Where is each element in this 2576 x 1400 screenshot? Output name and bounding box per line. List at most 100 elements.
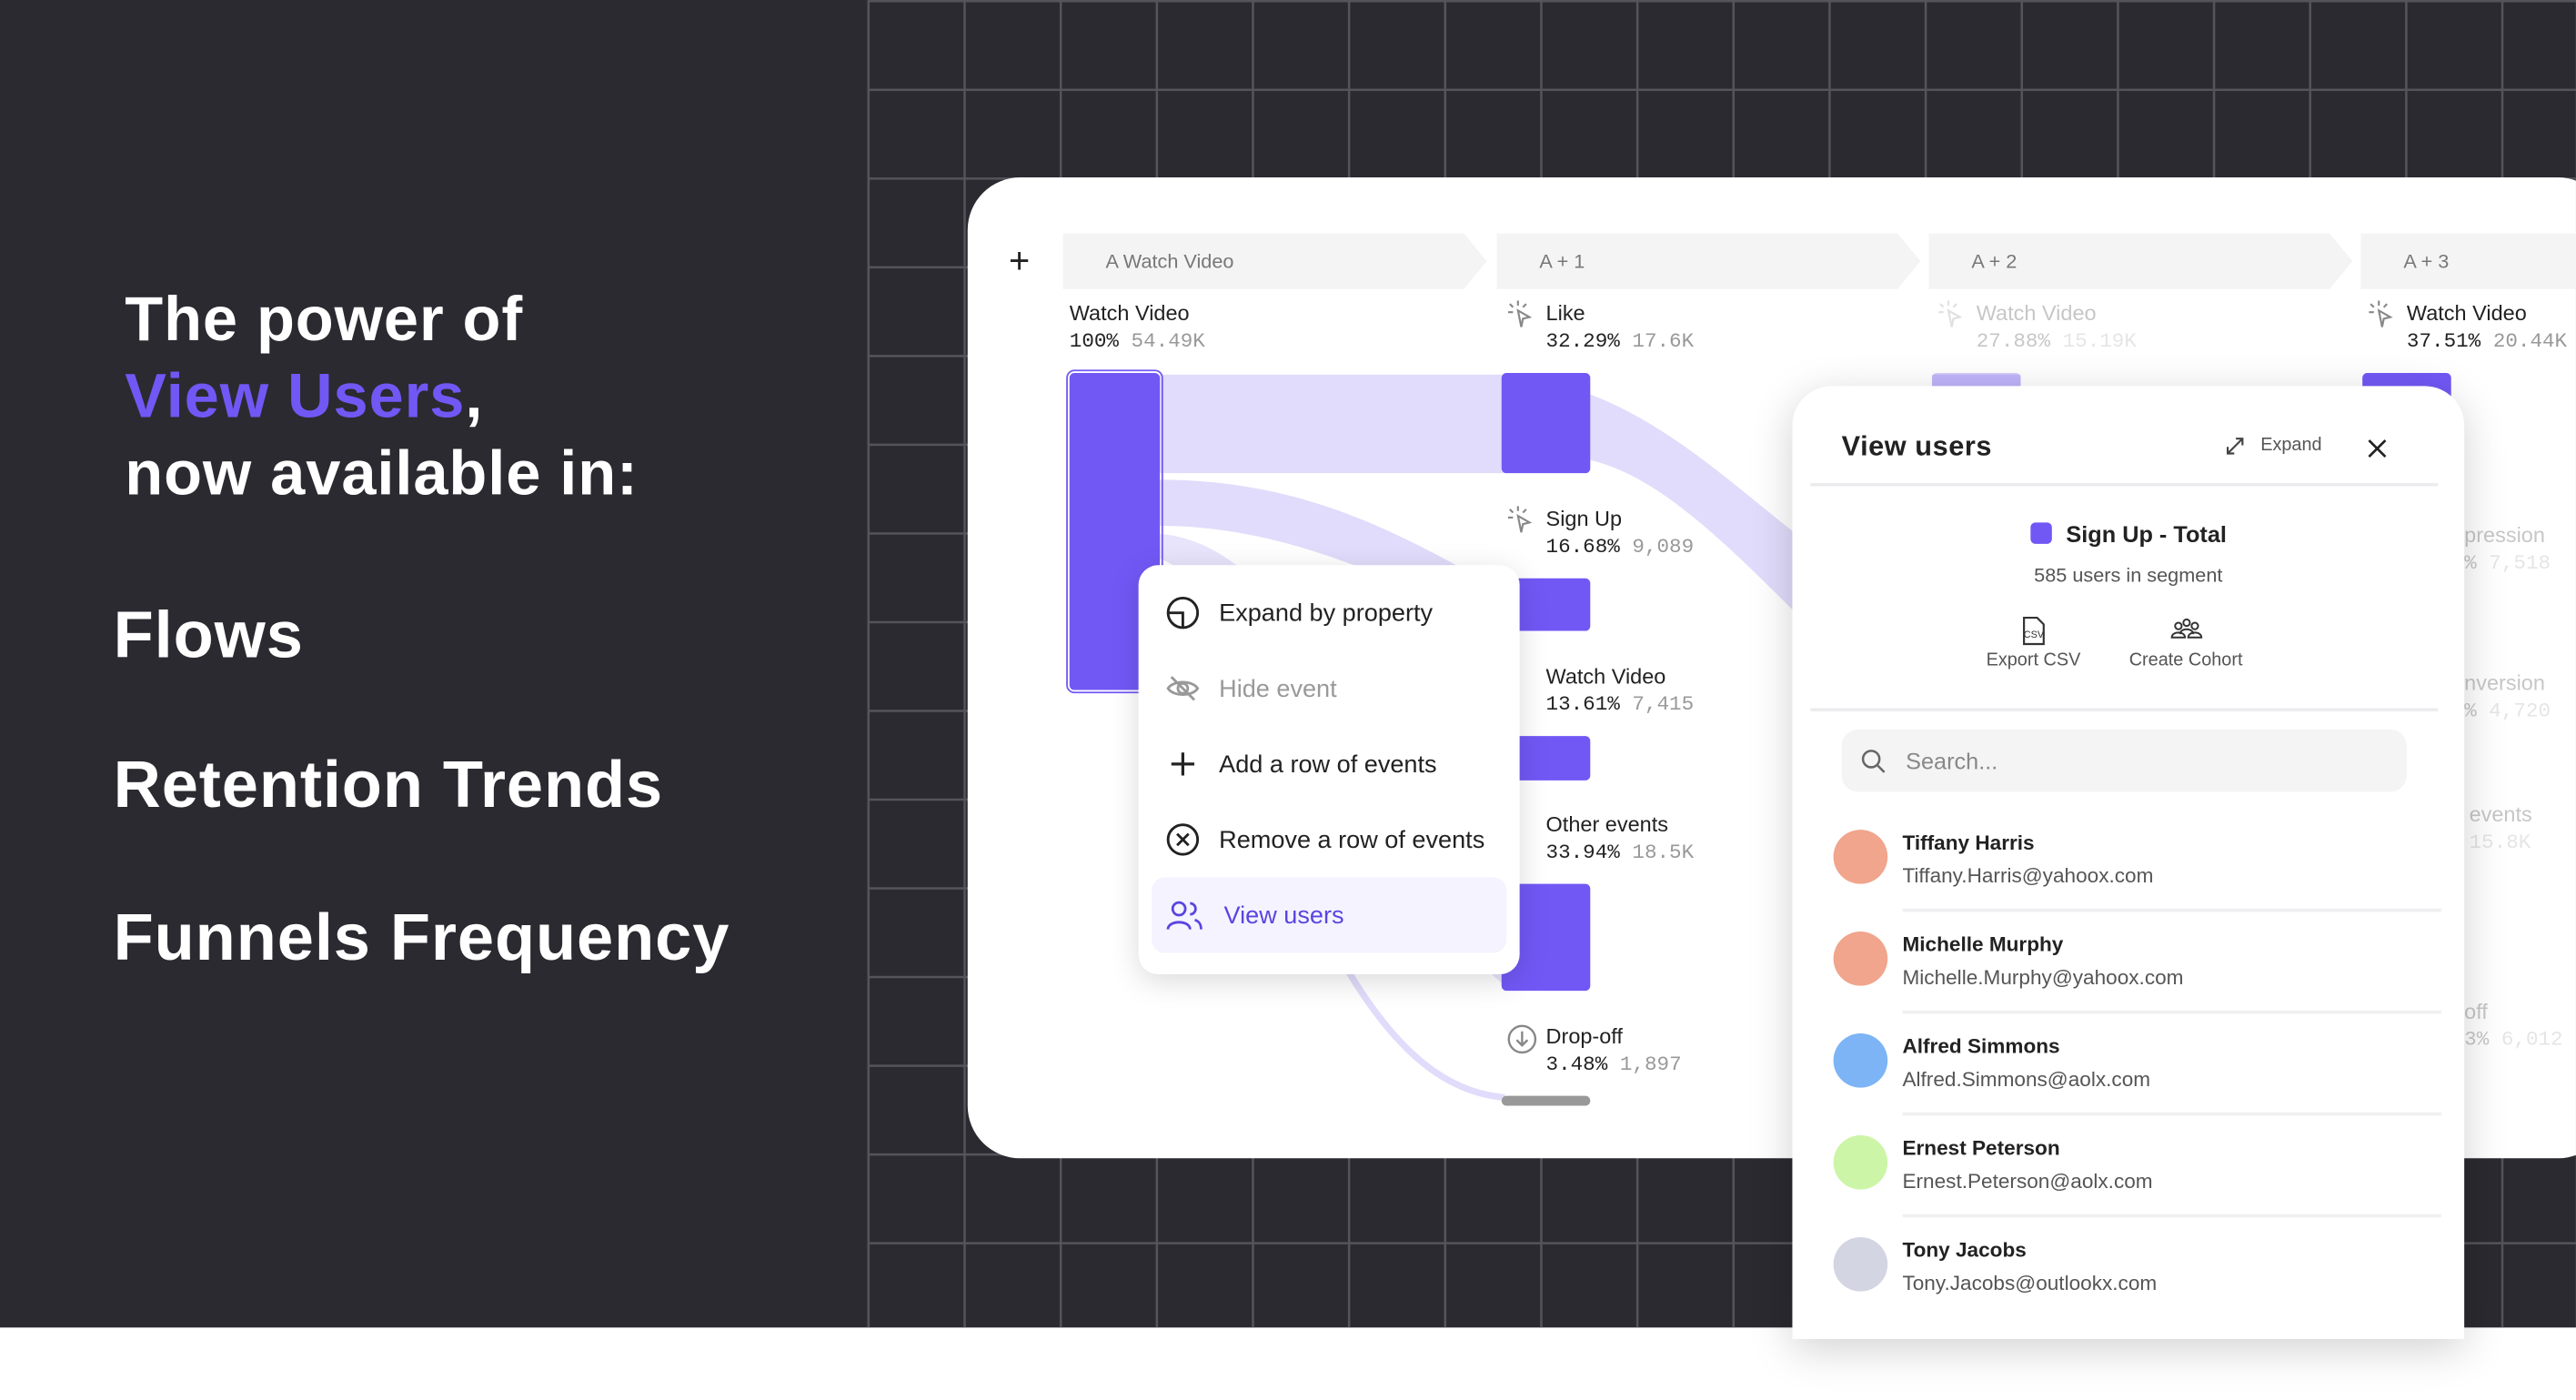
node-pct: 3.48% (1545, 1053, 1608, 1076)
headline-comma: , (465, 363, 484, 433)
user-row[interactable]: Alfred Simmons Alfred.Simmons@aolx.com (1833, 1017, 2441, 1119)
menu-item-add-row[interactable]: Add a row of events (1152, 726, 1506, 801)
add-step-button[interactable]: + (1008, 239, 1031, 281)
node-pct: 13.61% (1545, 693, 1620, 717)
node-count: 9,089 (1632, 535, 1695, 559)
arrow-down-circle-icon (1507, 1024, 1537, 1054)
step-header[interactable]: A + 1 (1496, 233, 1920, 288)
node-count: 15.8K (2469, 831, 2531, 855)
menu-item-label: Hide event (1219, 674, 1337, 703)
step-header[interactable]: A + 3 (2360, 233, 2576, 288)
flow-node[interactable]: Watch Video 27.88% 15.19K (1977, 301, 2137, 354)
node-name: Watch Video (1976, 300, 2097, 326)
avatar (1833, 1033, 1888, 1088)
segment-swatch (2029, 522, 2052, 544)
view-users-panel: View users Expand Sign Up - Total 585 us… (1792, 386, 2465, 1339)
click-icon (1507, 300, 1533, 327)
user-row[interactable]: Tony Jacobs Tony.Jacobs@outlookx.com (1833, 1221, 2441, 1323)
user-email: Alfred.Simmons@aolx.com (1902, 1067, 2151, 1092)
export-label: Export CSV (1986, 650, 2081, 670)
flow-link (1590, 394, 1807, 625)
panel-title: View users (1841, 430, 1992, 462)
step-header[interactable]: A + 2 (1928, 233, 2352, 288)
user-name: Ernest Peterson (1902, 1136, 2060, 1161)
node-count: 15.19K (2062, 330, 2137, 354)
node-pct: % (2464, 700, 2477, 723)
node-name: Drop-off (1545, 1023, 1623, 1049)
divider (1810, 482, 2439, 487)
menu-item-expand-by-property[interactable]: Expand by property (1152, 575, 1506, 650)
divider (1902, 908, 2441, 912)
divider (1810, 708, 2439, 712)
node-name: Like (1545, 300, 1585, 326)
close-icon (2368, 439, 2387, 458)
flow-node[interactable]: Like 32.29% 17.6K (1546, 301, 1695, 354)
flow-node[interactable]: pression% 7,518 (2464, 522, 2551, 575)
user-search-input[interactable]: Search... (1841, 729, 2407, 792)
headline-line3: now available in: (125, 440, 639, 509)
close-button[interactable] (2368, 428, 2388, 467)
node-name: Watch Video (1545, 663, 1666, 689)
menu-item-label: View users (1223, 901, 1344, 930)
expand-arrows-icon (2226, 437, 2244, 454)
feature-funnels: Funnels Frequency (113, 901, 730, 975)
flow-bar[interactable] (1501, 372, 1591, 474)
avatar (1833, 830, 1888, 884)
avatar (1833, 1236, 1888, 1292)
node-name: Watch Video (2406, 300, 2527, 326)
menu-item-remove-row[interactable]: Remove a row of events (1152, 801, 1506, 877)
menu-item-hide-event[interactable]: Hide event (1152, 650, 1506, 726)
user-row[interactable]: Michelle Murphy Michelle.Murphy@yahoox.co… (1833, 915, 2441, 1017)
node-pct: 3% (2464, 1028, 2490, 1052)
flow-node[interactable]: events 15.8K (2470, 801, 2532, 854)
flow-node[interactable]: off 3% 6,012 (2464, 999, 2562, 1052)
node-pct: 100% (1069, 330, 1119, 354)
flow-link (1160, 374, 1505, 474)
node-count: 6,012 (2501, 1028, 2563, 1052)
menu-item-view-users[interactable]: View users (1152, 877, 1507, 953)
node-count: 18.5K (1632, 841, 1695, 865)
feature-retention: Retention Trends (113, 749, 664, 822)
flow-node[interactable]: Other events 33.94% 18.5K (1546, 811, 1695, 864)
flow-node[interactable]: Watch Video 37.51% 20.44K (2407, 301, 2567, 354)
click-icon (1938, 300, 1963, 327)
node-count: 54.49K (1131, 330, 1205, 354)
segment-title: Sign Up - Total (1792, 520, 2464, 548)
node-pct: 16.68% (1545, 535, 1620, 559)
user-row[interactable]: Tiffany Harris Tiffany.Harris@yahoox.com (1833, 813, 2441, 915)
flow-node[interactable]: Watch Video 13.61% 7,415 (1546, 664, 1695, 717)
node-name: Other events (1545, 811, 1668, 837)
csv-file-icon: CSV (2022, 617, 2045, 646)
node-pct: 32.29% (1545, 330, 1620, 354)
menu-item-label: Expand by property (1219, 599, 1434, 628)
user-email: Tony.Jacobs@outlookx.com (1902, 1271, 2158, 1295)
user-row[interactable]: Ernest Peterson Ernest.Peterson@aolx.com (1833, 1119, 2441, 1221)
context-menu: Expand by property Hide event Add a row … (1138, 565, 1520, 975)
flow-link (1343, 967, 1505, 1102)
eye-off-icon (1166, 676, 1200, 701)
flow-node[interactable]: Drop-off 3.48% 1,897 (1546, 1023, 1682, 1076)
flow-node[interactable]: nversion% 4,720 (2464, 670, 2551, 723)
flow-link (1160, 479, 1505, 631)
node-name: off (2464, 999, 2488, 1024)
user-email: Tiffany.Harris@yahoox.com (1902, 864, 2154, 888)
node-name: pression (2464, 522, 2545, 548)
create-cohort-button[interactable]: Create Cohort (2129, 616, 2242, 670)
circle-x-icon (1166, 823, 1200, 856)
node-pct: 33.94% (1545, 841, 1620, 865)
export-csv-button[interactable]: CSV Export CSV (1986, 616, 2081, 670)
scrollbar[interactable] (1501, 1095, 1591, 1106)
node-count: 4,720 (2489, 700, 2551, 723)
plus-icon (1171, 752, 1195, 776)
menu-item-label: Add a row of events (1219, 750, 1437, 779)
segment-name: Sign Up - Total (2066, 520, 2227, 548)
node-count: 7,415 (1632, 693, 1695, 717)
flow-node[interactable]: Sign Up 16.68% 9,089 (1546, 506, 1695, 559)
avatar (1833, 932, 1888, 986)
step-header[interactable]: A Watch Video (1063, 233, 1487, 288)
node-name: Sign Up (1545, 506, 1623, 531)
expand-button[interactable]: Expand (2226, 436, 2322, 455)
flow-node[interactable]: Watch Video 100% 54.49K (1070, 301, 1205, 354)
node-name: Watch Video (1069, 300, 1190, 326)
